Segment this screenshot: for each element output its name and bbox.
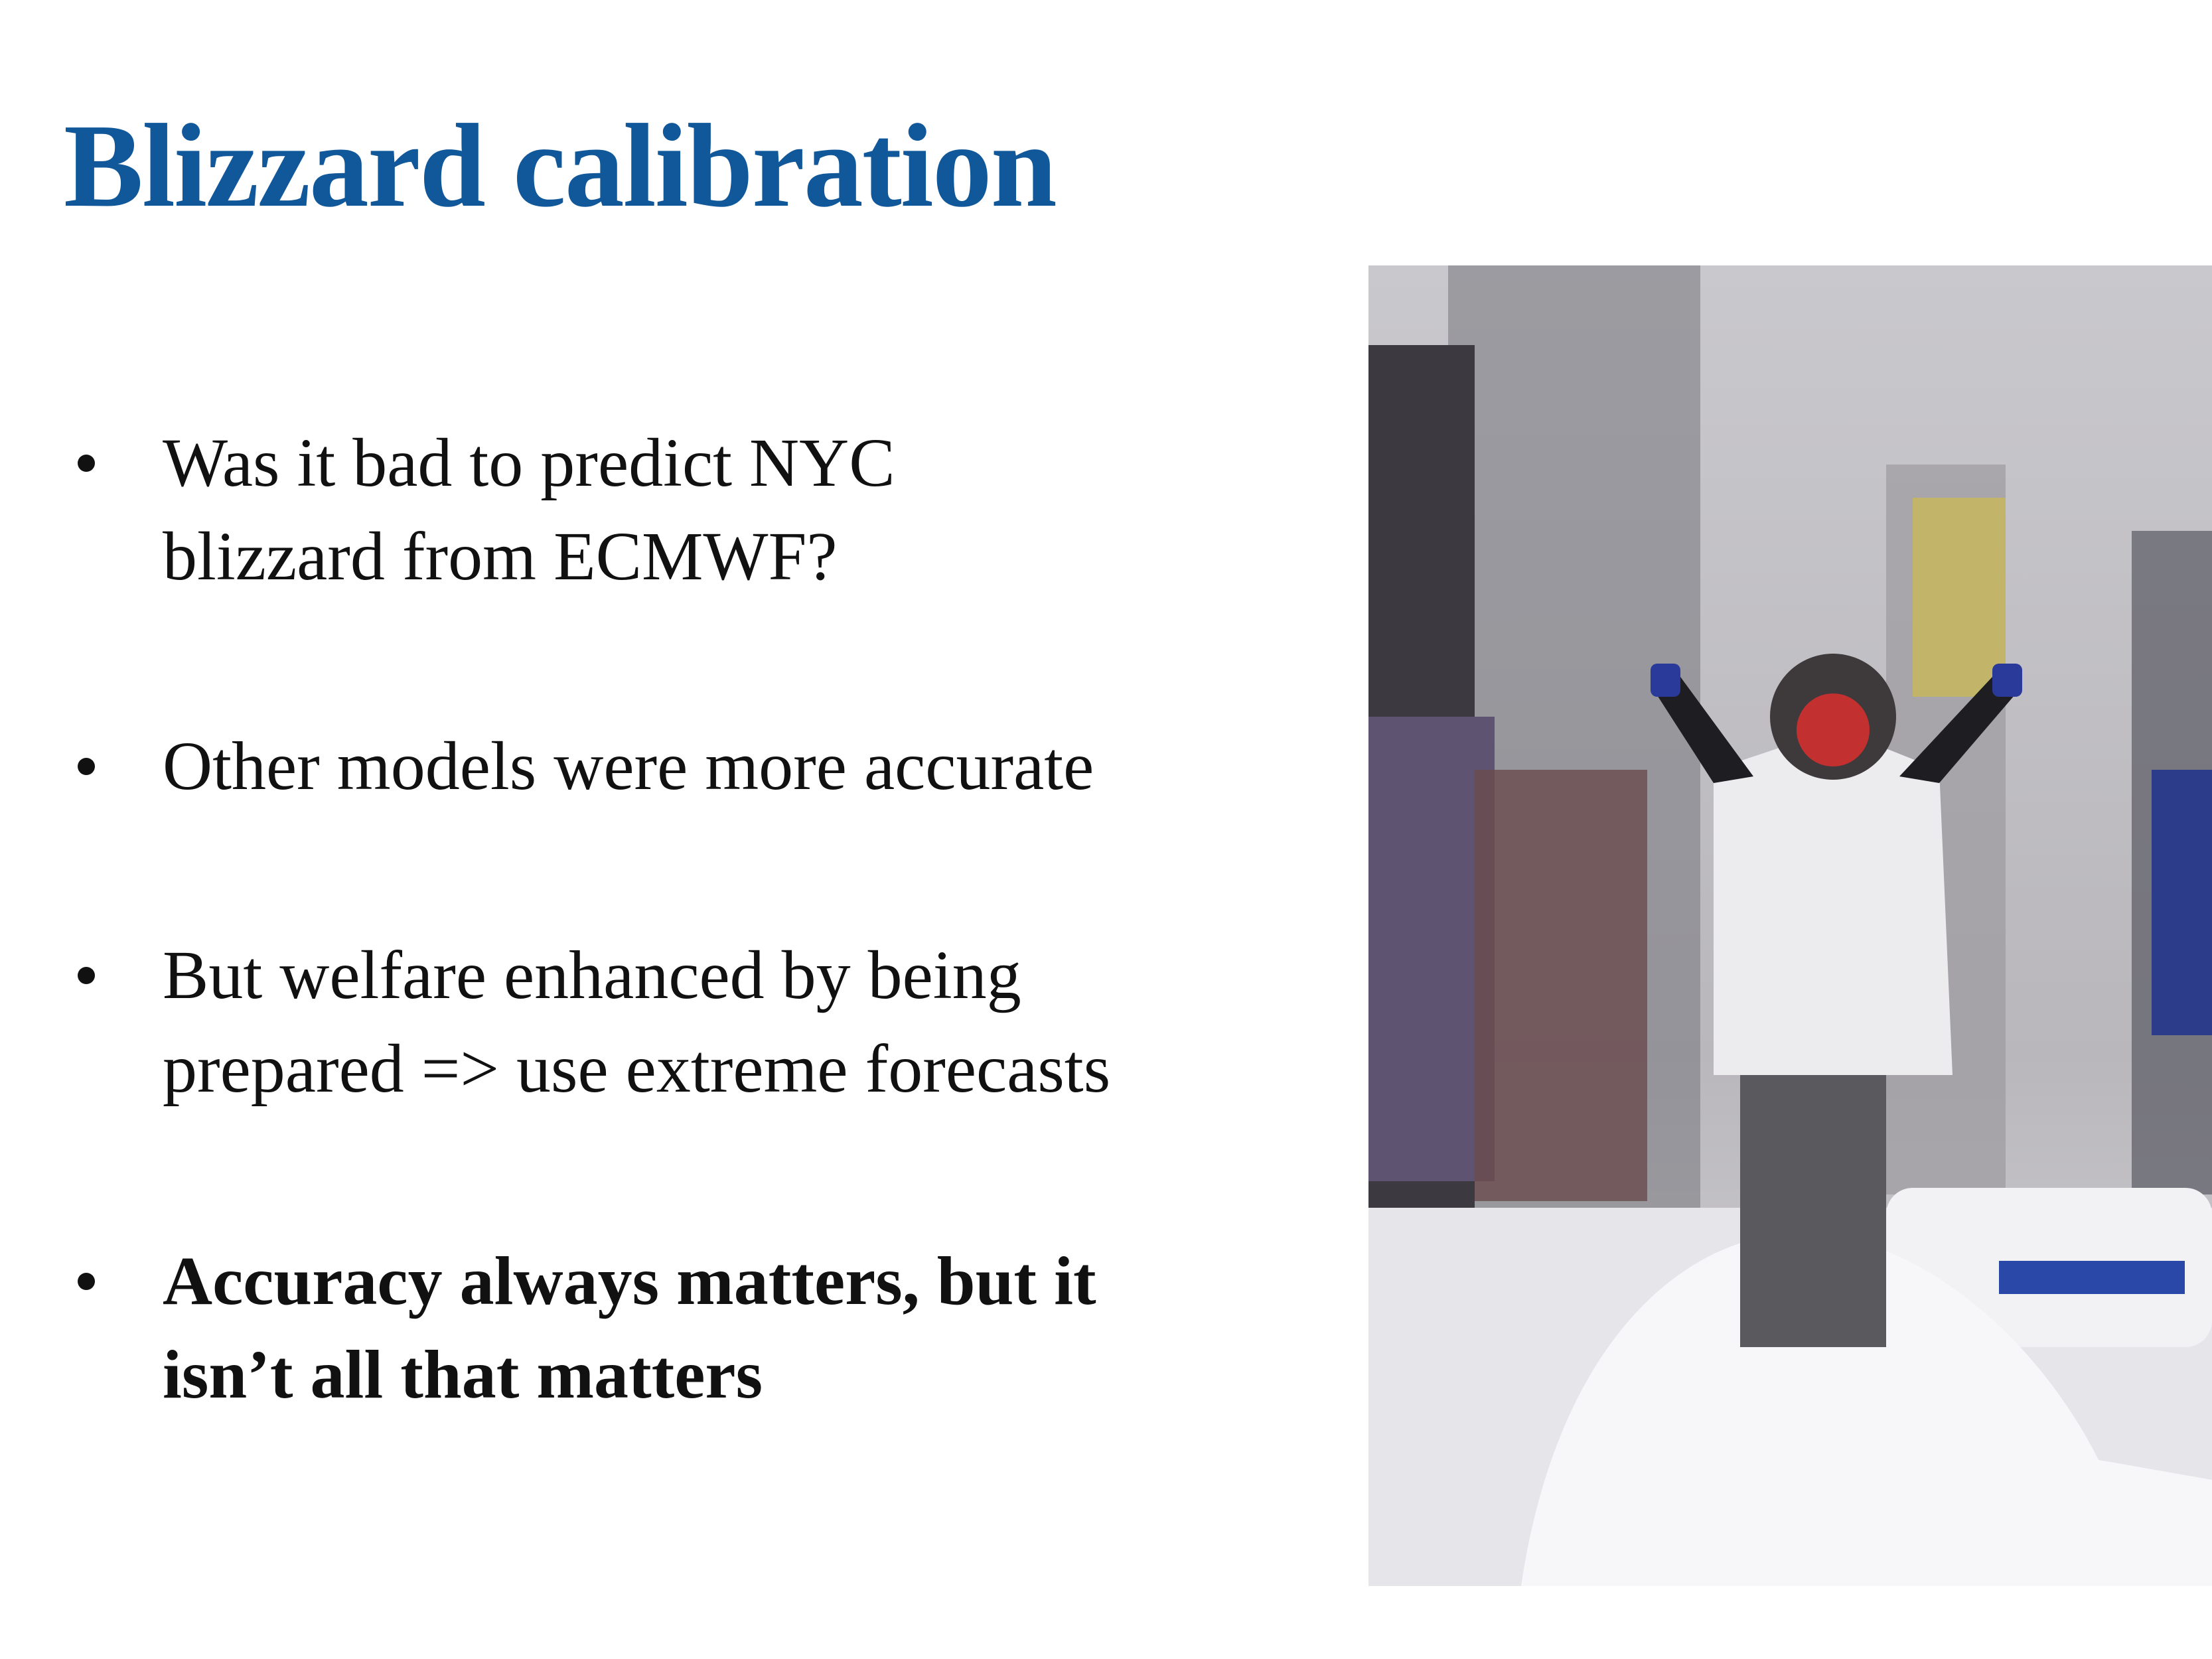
bullet-text: isn’t all that matters [163,1336,763,1413]
bullet-item: Accuracy always matters, but it isn’t all… [78,1234,1291,1421]
bullet-dot [78,1273,95,1290]
bullet-dot [78,967,95,984]
bullet-text: But welfare enhanced by being [163,937,1021,1013]
bullet-dot [78,758,95,775]
bullet-item: Other models were more accurate [78,719,1291,813]
bullet-text: blizzard from ECMWF? [163,518,838,595]
bullet-text: Was it bad to predict NYC [163,425,895,501]
bullet-text: Accuracy always matters, but it [163,1243,1096,1319]
bullet-dot [78,455,95,472]
slide-title: Blizzard calibration [64,100,1057,232]
bullet-item: But welfare enhanced by being prepared =>… [78,928,1291,1116]
bullet-text: Other models were more accurate [163,728,1094,804]
bullet-text: prepared => use extreme forecasts [163,1031,1111,1107]
blizzard-photo [1368,265,2212,1586]
bullet-item: Was it bad to predict NYC blizzard from E… [78,416,1291,603]
